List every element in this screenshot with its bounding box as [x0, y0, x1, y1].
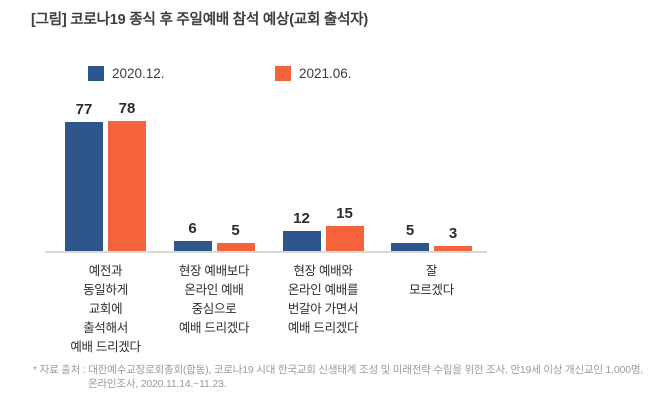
- category-label: 현장 예배와 온라인 예배를 번갈아 가면서 예배 드리겠다: [287, 264, 359, 335]
- x-axis-line: [45, 251, 487, 253]
- category-label: 예전과 동일하게 교회에 출석해서 예배 드리겠다: [70, 264, 141, 354]
- bar-series0-group2: [282, 231, 321, 251]
- legend-item-2020-12: 2020.12.: [88, 64, 165, 82]
- legend-item-2021-06: 2021.06.: [275, 64, 352, 82]
- bar-series1-group0: [108, 121, 146, 251]
- footnote-line-1: * 자료 출처 : 대한예수교장로회총회(합동), 코로나19 시대 한국교회 …: [33, 364, 644, 376]
- bar-value-label: 3: [448, 225, 458, 242]
- bar-value-label: 5: [405, 222, 415, 239]
- bar-series0-group0: [65, 122, 103, 251]
- bar-value-label: 15: [336, 205, 353, 222]
- legend-swatch-icon: [88, 65, 104, 81]
- legend-label: 2020.12.: [112, 65, 165, 81]
- bar-series1-group2: [325, 226, 364, 251]
- bar-series1-group3: [434, 246, 472, 251]
- category-label: 현장 예배보다 온라인 예배 중심으로 예배 드리겠다: [178, 264, 250, 335]
- category-label: 잘 모르겠다: [409, 264, 454, 297]
- legend-swatch-icon: [275, 65, 291, 81]
- legend: 2020.12. 2021.06.: [0, 64, 654, 84]
- footnote-line-2: 온라인조사, 2020.11.14.~11.23.: [88, 378, 227, 390]
- bar-value-label: 5: [231, 222, 240, 239]
- bar-value-label: 6: [188, 220, 197, 237]
- bar-series0-group1: [173, 241, 212, 251]
- bar-value-label: 77: [75, 101, 93, 118]
- legend-label: 2021.06.: [299, 65, 352, 81]
- page-title: [그림] 코로나19 종식 후 주일예배 참석 예상(교회 출석자): [31, 12, 368, 28]
- bar-value-label: 78: [118, 100, 136, 117]
- bar-value-label: 12: [293, 210, 310, 227]
- bar-series1-group1: [216, 243, 255, 251]
- bar-series0-group3: [391, 243, 429, 251]
